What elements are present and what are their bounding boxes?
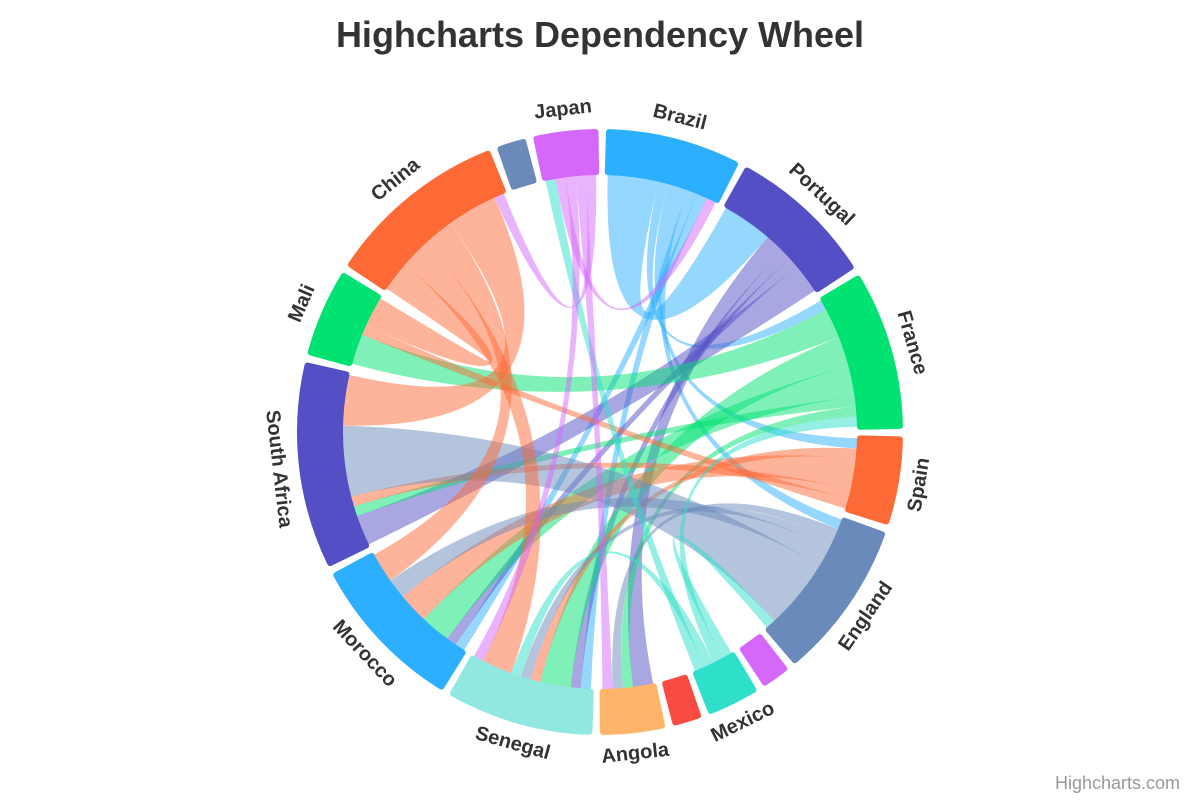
node-england[interactable] [765, 517, 886, 664]
link-france-to-morocco[interactable] [421, 365, 858, 642]
link-portugal-to-morocco[interactable] [445, 256, 799, 648]
nodes-layer [297, 129, 903, 735]
link-brazil-to-morocco[interactable] [453, 191, 708, 653]
node-brazil[interactable] [604, 129, 739, 203]
link-brazil-to-senegal[interactable] [580, 187, 699, 692]
node-angola[interactable] [599, 683, 666, 735]
link-japan-to-china[interactable] [493, 172, 597, 308]
link-england-to-senegal[interactable] [519, 507, 837, 683]
node-china[interactable] [347, 150, 506, 290]
link-spain-to-mali[interactable] [359, 324, 852, 510]
node-unlabeled-14[interactable] [497, 138, 537, 190]
node-label-japan: Japan [533, 95, 593, 123]
credits-link[interactable]: Highcharts.com [1054, 773, 1180, 793]
link-china-to-south-africa[interactable] [340, 194, 525, 426]
node-south-africa[interactable] [297, 362, 370, 567]
node-label-brazil: Brazil [651, 100, 709, 135]
node-label-mali: Mali [284, 281, 320, 325]
link-france-to-mali[interactable] [349, 308, 842, 392]
chart-title: Highcharts Dependency Wheel [335, 14, 865, 55]
link-england-to-south-africa[interactable] [339, 425, 823, 623]
link-japan-to-brazil[interactable] [555, 174, 718, 311]
node-label-france: France [893, 308, 932, 377]
link-portugal-to-angola[interactable] [627, 234, 785, 690]
link-china-to-morocco[interactable] [371, 220, 512, 583]
node-japan[interactable] [533, 129, 600, 181]
link-england-to-angola[interactable] [612, 503, 841, 692]
node-label-south-africa: South Africa [261, 409, 296, 530]
node-mali[interactable] [307, 273, 381, 367]
link-brazil-to-france[interactable] [646, 178, 829, 349]
node-morocco[interactable] [333, 552, 466, 690]
link-france-to-south-africa[interactable] [351, 395, 859, 517]
link-japan-to-angola[interactable] [575, 172, 613, 692]
link-england-to-morocco[interactable] [387, 497, 833, 599]
link-mexico-to-japan[interactable] [544, 175, 706, 674]
node-mexico[interactable] [692, 652, 757, 714]
node-senegal[interactable] [450, 655, 594, 735]
link-france-to-senegal[interactable] [539, 336, 852, 691]
node-unlabeled-7[interactable] [662, 674, 702, 726]
link-mexico-to-senegal[interactable] [510, 551, 715, 680]
node-france[interactable] [820, 275, 903, 430]
node-label-angola: Angola [600, 739, 671, 768]
links-layer [339, 172, 860, 692]
node-label-spain: Spain [904, 456, 935, 513]
node-unlabeled-5[interactable] [739, 634, 788, 686]
link-china-to-senegal[interactable] [402, 240, 541, 676]
link-china-to-mali[interactable] [363, 262, 493, 367]
node-portugal[interactable] [724, 167, 854, 293]
node-spain[interactable] [845, 435, 903, 525]
